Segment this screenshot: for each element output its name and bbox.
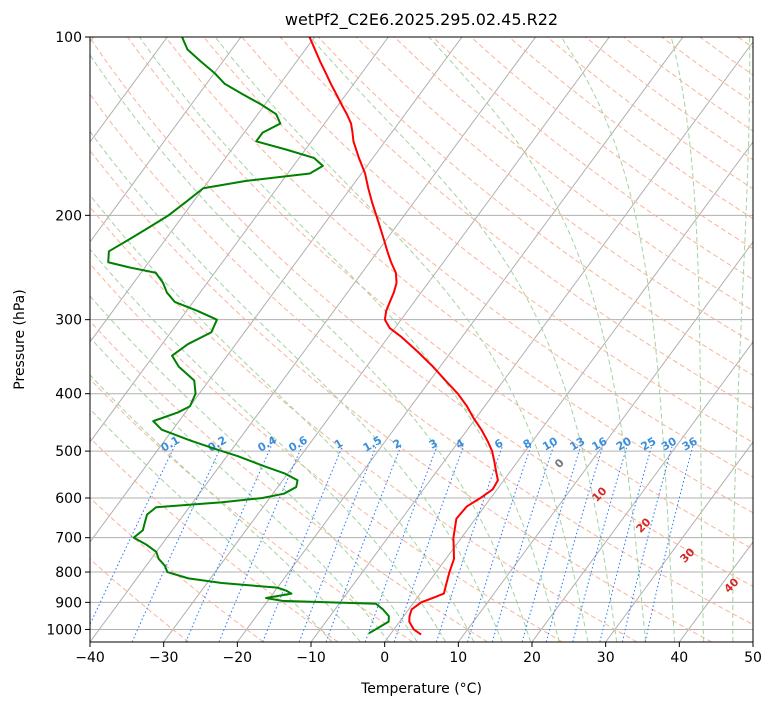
mixing-ratio-line: [393, 445, 465, 642]
moist-adiabat-line: [90, 194, 475, 642]
moist-adiabat-line: [428, 37, 647, 642]
dry-adiabat-line: [127, 37, 753, 550]
isotherm-line: [310, 41, 753, 642]
moist-adiabat-line: [90, 374, 361, 642]
x-tick-label: 0: [380, 650, 389, 666]
mixing-ratio-line: [298, 445, 377, 642]
dry-adiabat-line: [90, 37, 753, 587]
moist-adiabat-line: [214, 37, 589, 642]
moist-adiabat-line: [90, 53, 532, 642]
mixing-ratio-line: [491, 445, 555, 642]
moist-adiabat-line: [90, 130, 503, 642]
dry-adiabat-line: [317, 37, 753, 376]
x-tick-label: −40: [75, 650, 105, 666]
x-axis-label: Temperature (°C): [360, 681, 482, 697]
y-tick-label: 700: [55, 531, 82, 547]
isotherm-line: [90, 37, 168, 143]
mixing-ratio-line: [572, 445, 628, 642]
isotherm-line: [90, 37, 242, 243]
dry-adiabat-line: [165, 37, 753, 514]
x-tick-label: −30: [149, 650, 179, 666]
dry-adiabat-line: [90, 93, 753, 626]
isotherm-line: [384, 141, 753, 642]
chart-title: wetPf2_C2E6.2025.295.02.45.R22: [285, 10, 558, 30]
dry-adiabat-line: [279, 37, 753, 410]
profile-series: [107, 37, 499, 636]
isotherm-line: [605, 441, 753, 642]
dry-adiabat-line: [90, 263, 563, 642]
y-tick-label: 300: [55, 313, 82, 329]
mixing-ratio-line: [521, 445, 582, 642]
mixing-ratio-line: [364, 445, 438, 642]
mixing-ratio-line: [90, 445, 176, 626]
x-tick-label: 30: [597, 650, 615, 666]
dry-adiabat-line: [394, 37, 753, 312]
x-tick-label: 50: [744, 650, 762, 666]
y-tick-label: 400: [55, 387, 82, 403]
y-tick-label: 900: [55, 595, 82, 611]
y-tick-label: 100: [55, 30, 82, 46]
mixing-ratio-line: [467, 445, 532, 642]
moist-adiabats: [90, 37, 751, 642]
dry-adiabat-line: [90, 558, 190, 642]
x-tick-label: −10: [296, 650, 326, 666]
isotherm-line: [236, 37, 684, 642]
isotherm-line: [457, 241, 753, 642]
mixing-ratio-line: [545, 445, 604, 642]
isotherm-line: [90, 37, 389, 443]
moist-adiabat-line: [139, 37, 560, 642]
x-tick-label: 20: [523, 650, 541, 666]
moist-adiabat-line: [560, 37, 676, 642]
dry-adiabats: [90, 37, 753, 642]
y-tick-label: 200: [55, 208, 82, 224]
plot-area: 0.10.20.40.611.52346810131620253036-100-…: [90, 37, 753, 642]
x-tick-label: 10: [449, 650, 467, 666]
x-tick-label: 40: [670, 650, 688, 666]
isotherm-line: [531, 341, 753, 642]
mixing-ratio-line: [185, 445, 272, 642]
mixing-ratio-line: [218, 445, 303, 642]
moist-adiabat-line: [309, 37, 618, 642]
y-tick-label: 600: [55, 491, 82, 507]
x-axis-ticks: −40 −30 −20 −10 0 10 20 30 40 50: [75, 642, 762, 666]
moist-adiabat-line: [732, 37, 751, 642]
x-tick-label: −20: [223, 650, 253, 666]
isotherm-line: [90, 37, 537, 642]
y-axis-ticks: 100 200 300 400 500 600 700 800 900 1000: [46, 30, 90, 638]
temperature-profile-line: [308, 37, 499, 636]
y-tick-label: 500: [55, 444, 82, 460]
dewpoint-profile-line: [107, 37, 390, 635]
moist-adiabat-line: [90, 295, 418, 642]
mixing-ratio-lines: [90, 445, 694, 642]
mixing-ratio-line: [325, 445, 402, 642]
pressure-gridlines: [90, 37, 753, 630]
mixing-ratio-line: [621, 445, 673, 642]
moist-adiabat-line: [670, 37, 705, 642]
mixing-ratio-line: [644, 445, 694, 642]
isotherm-line: [163, 37, 610, 642]
moist-adiabat-line: [90, 248, 446, 642]
mixing-ratio-line: [435, 445, 503, 642]
dry-adiabat-line: [90, 206, 638, 642]
plot-frame: [89, 36, 754, 643]
isotherm-line: [90, 37, 463, 543]
y-axis-label: Pressure (hPa): [12, 289, 28, 389]
y-tick-label: 800: [55, 565, 82, 581]
moist-adiabat-line: [90, 336, 390, 642]
mixing-ratio-line: [599, 445, 653, 642]
dry-adiabat-line: [90, 149, 712, 642]
y-tick-label: 1000: [46, 622, 82, 638]
